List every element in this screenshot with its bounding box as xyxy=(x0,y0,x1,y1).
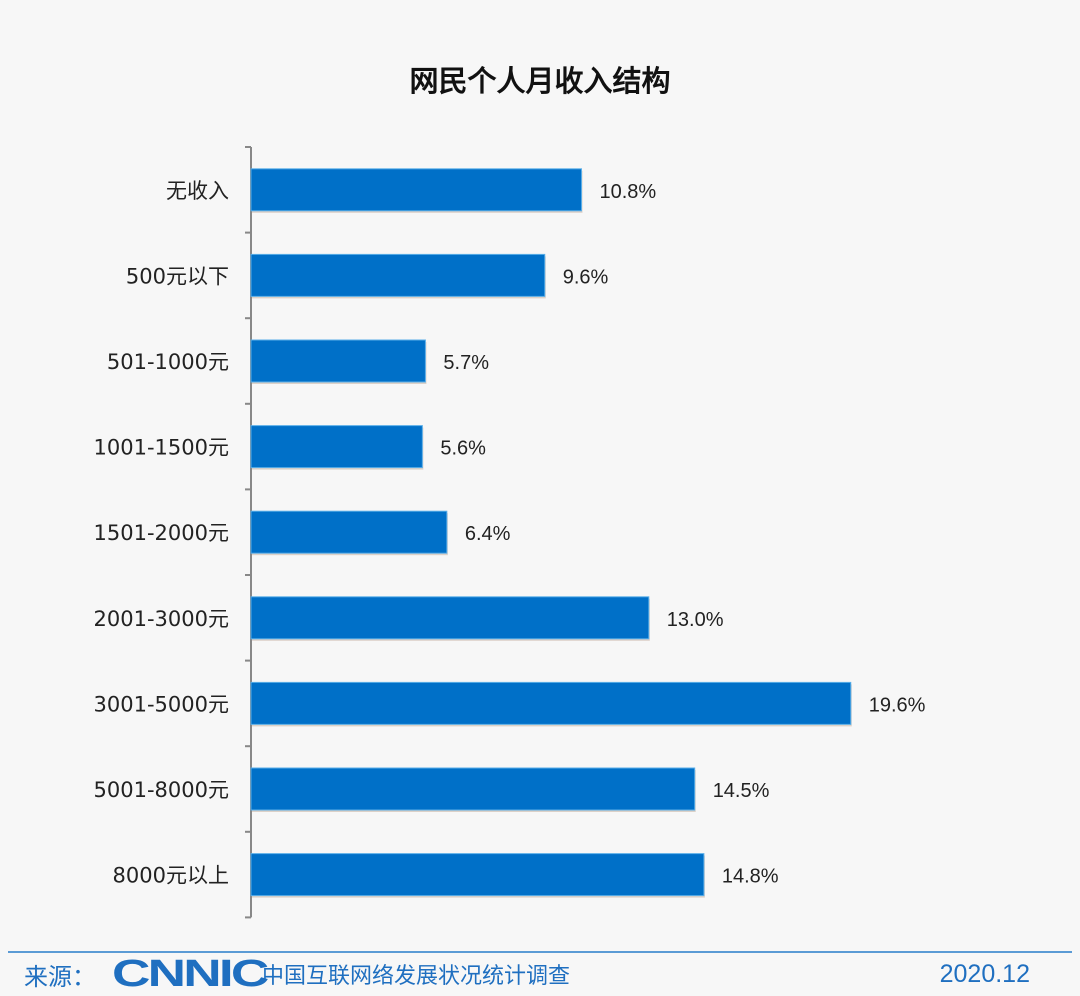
bar xyxy=(250,596,650,640)
data-label: 14.5% xyxy=(713,780,770,802)
category-label: 500元以下 xyxy=(126,264,229,288)
bar xyxy=(250,681,852,725)
chart-title: 网民个人月收入结构 xyxy=(409,64,671,98)
category-label: 3001-5000元 xyxy=(94,692,229,716)
source-label: 来源： xyxy=(24,962,96,991)
report-date: 2020.12 xyxy=(939,960,1030,988)
category-label: 8000元以上 xyxy=(113,864,229,888)
bar xyxy=(250,253,546,297)
data-label: 5.6% xyxy=(440,438,486,460)
category-label: 无收入 xyxy=(166,179,229,203)
category-label: 2001-3000元 xyxy=(94,607,229,631)
bar xyxy=(250,510,448,554)
footer-divider xyxy=(8,951,1072,953)
data-label: 13.0% xyxy=(667,609,724,631)
category-label: 1001-1500元 xyxy=(94,436,229,460)
data-label: 19.6% xyxy=(869,694,926,716)
bar xyxy=(250,425,423,469)
bar xyxy=(250,767,696,811)
data-label: 9.6% xyxy=(563,266,609,288)
footer: 来源： CNNIC 中国互联网络发展状况统计调查 xyxy=(24,953,1064,995)
category-label: 5001-8000元 xyxy=(94,778,229,802)
data-label: 10.8% xyxy=(599,181,656,203)
data-label: 5.7% xyxy=(443,352,489,374)
survey-name: 中国互联网络发展状况统计调查 xyxy=(262,964,571,989)
bar xyxy=(250,168,582,212)
category-label: 1501-2000元 xyxy=(94,521,229,545)
cnnic-logo: CNNIC xyxy=(112,952,269,995)
bar xyxy=(250,339,426,383)
category-label: 501-1000元 xyxy=(107,350,229,374)
bar-chart: 无收入 10.8% 500元以下 9.6% 501-1000元 5.7% 1001-1500… xyxy=(94,146,926,919)
data-label: 14.8% xyxy=(722,866,779,888)
data-label: 6.4% xyxy=(465,523,511,545)
bar xyxy=(250,853,705,897)
